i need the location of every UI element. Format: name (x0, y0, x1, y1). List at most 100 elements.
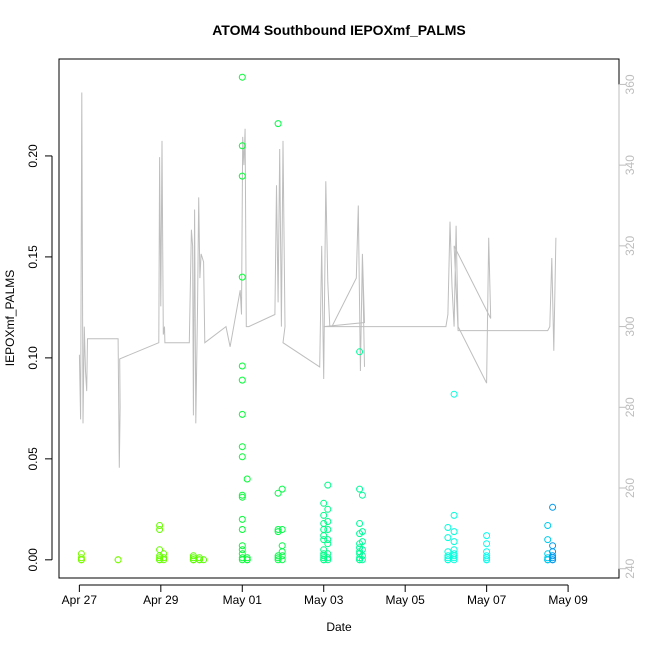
data-point (544, 536, 552, 544)
data-point (356, 485, 364, 493)
data-point (356, 348, 364, 356)
data-point (238, 550, 246, 558)
y-tick-label: 0.05 (26, 447, 40, 471)
y2-axis: 240 260 280 300 320 340 360 (618, 74, 637, 579)
data-point (274, 120, 282, 128)
x-tick-label: May 01 (223, 593, 263, 607)
data-point (324, 554, 332, 562)
data-point (358, 538, 366, 546)
data-point (320, 546, 328, 554)
data-point (200, 556, 208, 564)
x-tick-label: May 03 (304, 593, 344, 607)
data-point (196, 556, 203, 564)
y2-tick-label: 260 (623, 478, 637, 498)
data-point (77, 550, 85, 558)
data-point (156, 554, 164, 562)
y-tick-label: 0.10 (26, 346, 40, 370)
data-point (238, 362, 246, 370)
chart-title: ATOM4 Southbound IEPOXmf_PALMS (212, 22, 466, 38)
data-point (274, 552, 282, 560)
data-point (274, 556, 282, 564)
data-point (450, 554, 458, 562)
data-point (324, 526, 332, 533)
data-point (549, 556, 557, 564)
altitude-series-line (78, 92, 557, 468)
data-point (160, 554, 168, 562)
altitude-line-layer (78, 92, 557, 468)
y2-tick-label: 280 (623, 397, 637, 417)
y-tick-label: 0.15 (26, 245, 40, 269)
y2-tick-label: 240 (623, 558, 637, 578)
data-point (238, 515, 246, 523)
data-point (238, 273, 246, 281)
data-point (238, 453, 246, 461)
data-point (189, 552, 197, 560)
data-point (450, 511, 458, 519)
data-point (483, 532, 491, 540)
y2-tick-label: 320 (623, 236, 637, 256)
data-point (238, 546, 246, 554)
data-point (483, 552, 491, 560)
x-axis-label: Date (326, 620, 352, 634)
data-point (324, 550, 332, 558)
data-point (278, 542, 286, 550)
data-point (160, 550, 168, 558)
data-point (243, 556, 251, 564)
data-point (549, 503, 557, 511)
data-point (238, 491, 246, 499)
plot-frame (58, 58, 620, 579)
data-point (358, 491, 366, 499)
data-point (483, 556, 491, 564)
y-axis: 0.00 0.05 0.10 0.15 0.20 (26, 144, 53, 572)
data-point (358, 528, 366, 536)
data-point (444, 524, 452, 531)
data-point (238, 172, 246, 180)
x-tick-label: Apr 29 (143, 593, 179, 607)
data-point (320, 520, 328, 527)
data-point (549, 542, 557, 550)
data-point (450, 538, 458, 546)
data-point (238, 410, 246, 418)
x-tick-label: May 07 (467, 593, 507, 607)
data-point (278, 552, 286, 560)
y-axis-label: IEPOXmf_PALMS (3, 270, 17, 366)
data-point (77, 554, 85, 562)
data-point (238, 73, 246, 81)
data-point (444, 548, 452, 556)
data-point (278, 556, 286, 564)
data-point (156, 556, 164, 564)
data-point (274, 528, 282, 536)
data-point (238, 443, 246, 451)
data-point (238, 542, 246, 550)
y-tick-label: 0.20 (26, 144, 40, 168)
data-point (278, 485, 286, 493)
data-point (444, 534, 452, 542)
data-point (483, 548, 491, 556)
data-point (243, 554, 251, 562)
data-point (238, 526, 246, 533)
data-point (238, 376, 246, 384)
data-point (549, 552, 557, 560)
data-point (450, 546, 458, 554)
y2-tick-label: 300 (623, 316, 637, 336)
data-point (324, 481, 332, 489)
data-point (274, 489, 282, 497)
data-point (320, 550, 328, 558)
data-point (324, 540, 332, 548)
data-point (450, 528, 458, 536)
x-tick-label: Apr 27 (62, 593, 98, 607)
data-point (243, 475, 251, 483)
data-point (544, 522, 552, 529)
y2-tick-label: 360 (623, 74, 637, 94)
data-point (358, 556, 366, 564)
x-tick-label: May 09 (548, 593, 588, 607)
data-point (356, 520, 364, 527)
data-point (450, 390, 458, 398)
data-point (278, 548, 286, 556)
data-point (324, 536, 332, 544)
data-point (320, 536, 328, 544)
data-point (483, 540, 491, 548)
data-point (274, 526, 282, 533)
data-point (320, 554, 328, 562)
